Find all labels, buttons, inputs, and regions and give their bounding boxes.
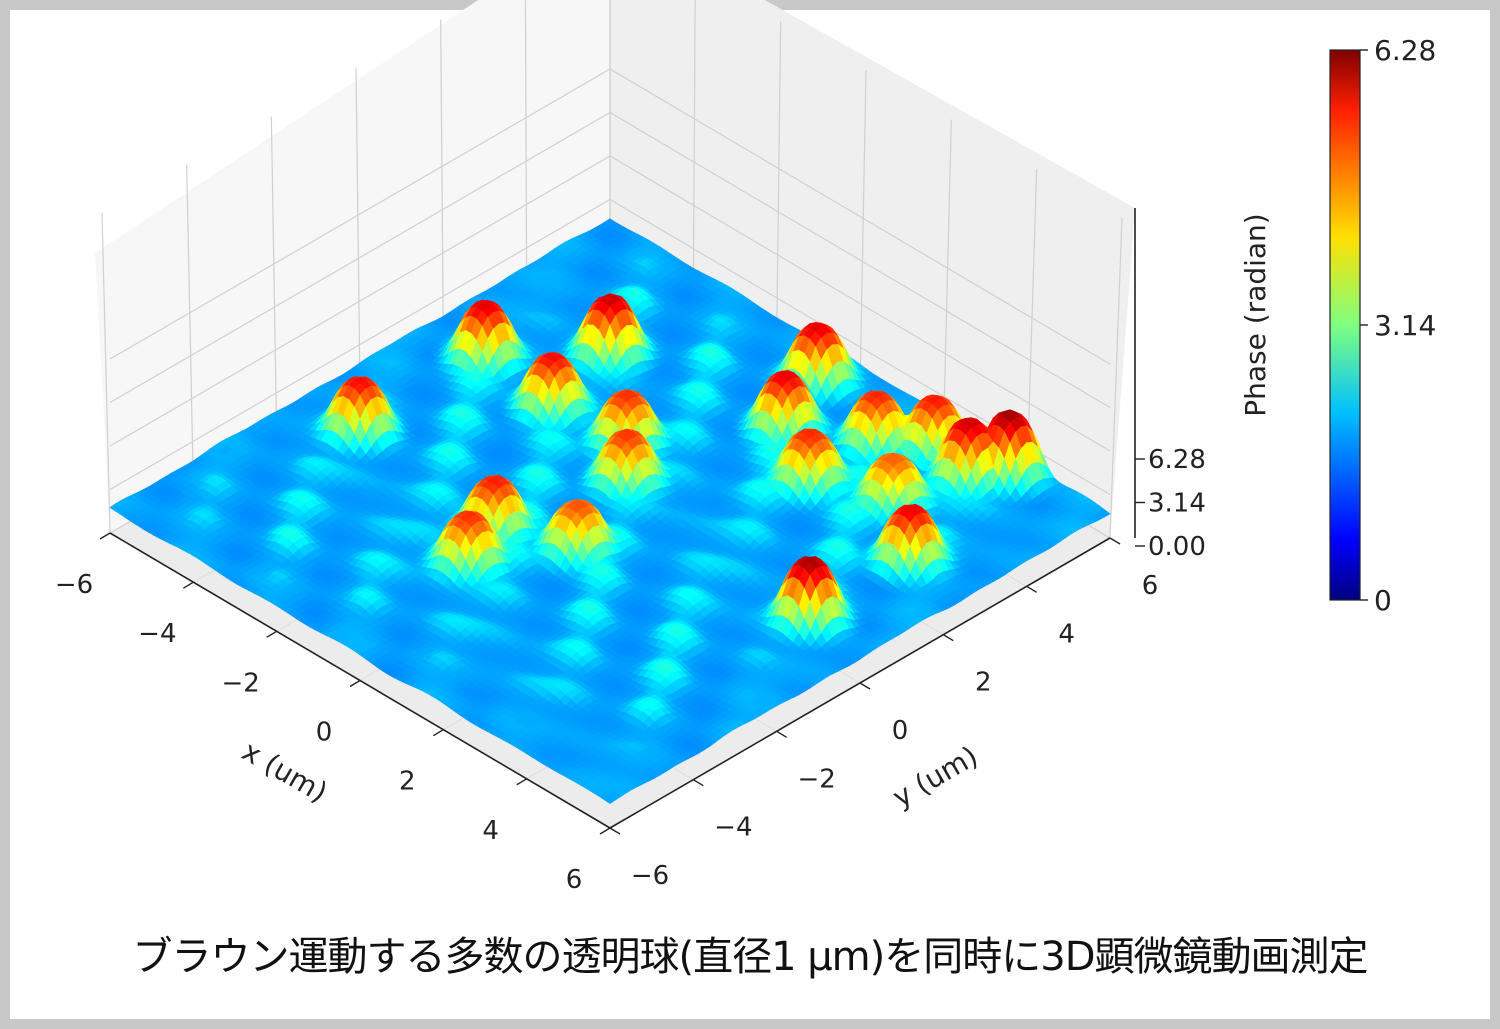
grid-line: [109, 68, 1111, 365]
grid-line: [109, 155, 1111, 452]
grid-line: [859, 70, 867, 391]
grid-line: [101, 212, 111, 534]
grid-line: [440, 19, 444, 340]
grid-line: [1109, 217, 1123, 539]
grid-line: [270, 116, 278, 437]
grid-line: [776, 21, 782, 342]
grid-line: [942, 119, 952, 440]
grid-line: [109, 198, 1111, 496]
grid-line: [692, 0, 696, 293]
grid-line: [524, 0, 528, 292]
grid-line: [109, 111, 1111, 409]
grid-line: [186, 164, 194, 485]
pane-left: [95, 0, 610, 533]
pane-right: [610, 0, 1135, 538]
surface-mesh: [109, 218, 1111, 804]
grid-line: [355, 67, 361, 389]
